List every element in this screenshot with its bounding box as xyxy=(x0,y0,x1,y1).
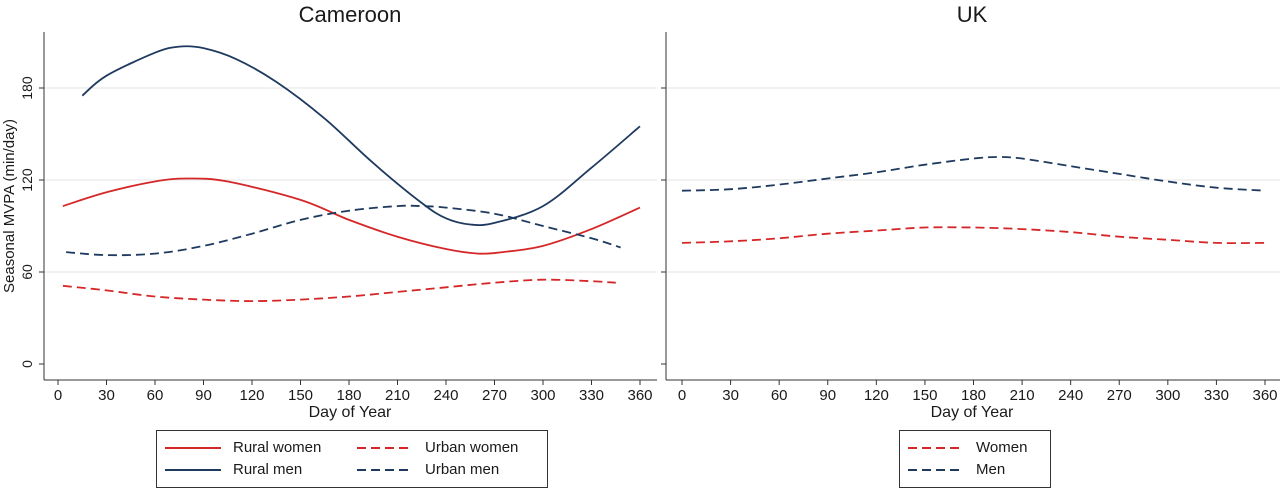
x-tick-label-270: 270 xyxy=(1107,387,1132,404)
series-line-rural-women xyxy=(62,177,641,255)
legend-item-urban-women: Urban women xyxy=(357,439,518,456)
x-tick-label-120: 120 xyxy=(864,387,889,404)
legend-swatch-rural-men xyxy=(165,468,221,471)
x-tick-label-180: 180 xyxy=(961,387,986,404)
legend-swatch-women xyxy=(908,446,964,449)
legend-label-urban-men: Urban men xyxy=(425,461,500,478)
x-tick-label-240: 240 xyxy=(433,387,458,404)
legend-label-urban-women: Urban women xyxy=(425,439,519,456)
x-tick-label-300: 300 xyxy=(1155,387,1180,404)
x-axis-label-uk: Day of Year xyxy=(931,404,1014,421)
legend-swatch-men xyxy=(908,468,964,471)
x-tick-label-360: 360 xyxy=(1252,387,1277,404)
series-line-urban-men xyxy=(66,204,621,257)
panel-title-cameroon: Cameroon xyxy=(299,2,402,27)
legend-swatch-urban-men xyxy=(357,468,413,471)
y-tick-label-60: 60 xyxy=(19,264,35,280)
legend-swatch-rural-women xyxy=(165,446,221,449)
y-axis-label-cameroon: Seasonal MVPA (min/day) xyxy=(1,119,18,293)
legend-uk: Women Men xyxy=(899,430,1051,488)
x-tick-label-90: 90 xyxy=(195,387,212,404)
x-tick-label-60: 60 xyxy=(771,387,788,404)
x-tick-label-180: 180 xyxy=(336,387,361,404)
y-tick-label-120: 120 xyxy=(19,168,35,192)
panel-title-uk: UK xyxy=(957,2,988,27)
x-tick-label-210: 210 xyxy=(385,387,410,404)
y-tick-label-0: 0 xyxy=(19,360,35,368)
legend-label-rural-men: Rural men xyxy=(233,461,303,478)
x-tick-label-90: 90 xyxy=(819,387,836,404)
x-tick-label-330: 330 xyxy=(579,387,604,404)
panel-cameroon: 0 60 120 180 0 30 60 90 120 150 180 210 240 270 300 330… xyxy=(1,2,657,421)
x-tick-label-240: 240 xyxy=(1058,387,1083,404)
legend-item-urban-men: Urban men xyxy=(357,461,499,478)
x-tick-label-300: 300 xyxy=(530,387,555,404)
x-tick-label-0: 0 xyxy=(54,387,62,404)
x-tick-label-210: 210 xyxy=(1010,387,1035,404)
legend-label-rural-women: Rural women xyxy=(233,439,322,456)
x-tick-label-360: 360 xyxy=(627,387,652,404)
x-tick-label-330: 330 xyxy=(1204,387,1229,404)
series-line-men xyxy=(681,156,1266,192)
x-tick-label-30: 30 xyxy=(98,387,115,404)
legend-item-men: Men xyxy=(908,461,1005,478)
series-line-rural-men xyxy=(81,45,641,227)
legend-cameroon: Rural women Urban women Rural men Urban … xyxy=(156,430,548,488)
x-axis-label-cameroon: Day of Year xyxy=(309,404,392,421)
panel-uk: 0 30 60 90 120 150 180 210 240 270 300 330 360 UK Day … xyxy=(661,2,1280,421)
x-tick-label-60: 60 xyxy=(147,387,164,404)
series-line-women xyxy=(681,226,1266,245)
legend-item-rural-women: Rural women xyxy=(165,439,321,456)
series-line-urban-women xyxy=(62,278,616,303)
legend-swatch-urban-women xyxy=(357,446,413,449)
x-tick-label-150: 150 xyxy=(912,387,937,404)
legend-label-women: Women xyxy=(976,439,1028,456)
x-tick-label-150: 150 xyxy=(288,387,313,404)
legend-label-men: Men xyxy=(976,461,1006,478)
x-tick-label-0: 0 xyxy=(678,387,686,404)
x-tick-label-30: 30 xyxy=(722,387,739,404)
legend-item-rural-men: Rural men xyxy=(165,461,302,478)
x-tick-label-270: 270 xyxy=(482,387,507,404)
x-tick-label-120: 120 xyxy=(239,387,264,404)
legend-item-women: Women xyxy=(908,439,1027,456)
y-tick-label-180: 180 xyxy=(19,76,35,100)
